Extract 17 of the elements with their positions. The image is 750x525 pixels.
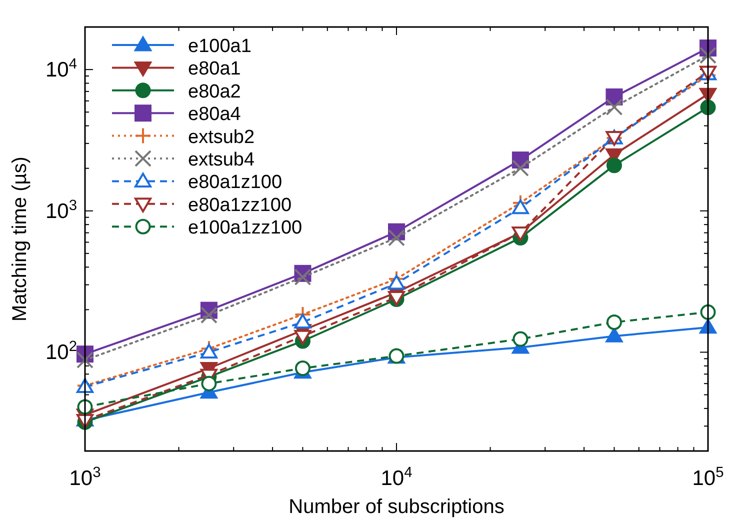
legend-label: e80a1 [188, 58, 241, 80]
legend-label: e80a2 [188, 81, 241, 102]
y-tick-label: 10$^{2}$ [45, 339, 77, 364]
legend-label: extsub4 [188, 150, 255, 170]
legend-label: extsub2 [188, 126, 255, 148]
legend-label: e100a1 [188, 36, 252, 57]
y-axis-title: Matching time (µs) [9, 156, 31, 322]
y-tick-label: 10$^{4}$ [45, 56, 77, 82]
x-tick-label: 10$^{4}$ [380, 465, 412, 490]
legend-label: e80a1zz100 [188, 194, 292, 216]
legend-label: e80a4 [188, 104, 242, 126]
legend-label: e100a1zz100 [188, 218, 302, 239]
x-axis-title: Number of subscriptions [288, 496, 504, 518]
y-tick-label: 10$^{3}$ [45, 198, 77, 223]
x-tick-label: 10$^{3}$ [69, 465, 101, 490]
legend-label: e80a1z100 [188, 172, 282, 194]
x-tick-label: 10$^{5}$ [692, 465, 724, 490]
